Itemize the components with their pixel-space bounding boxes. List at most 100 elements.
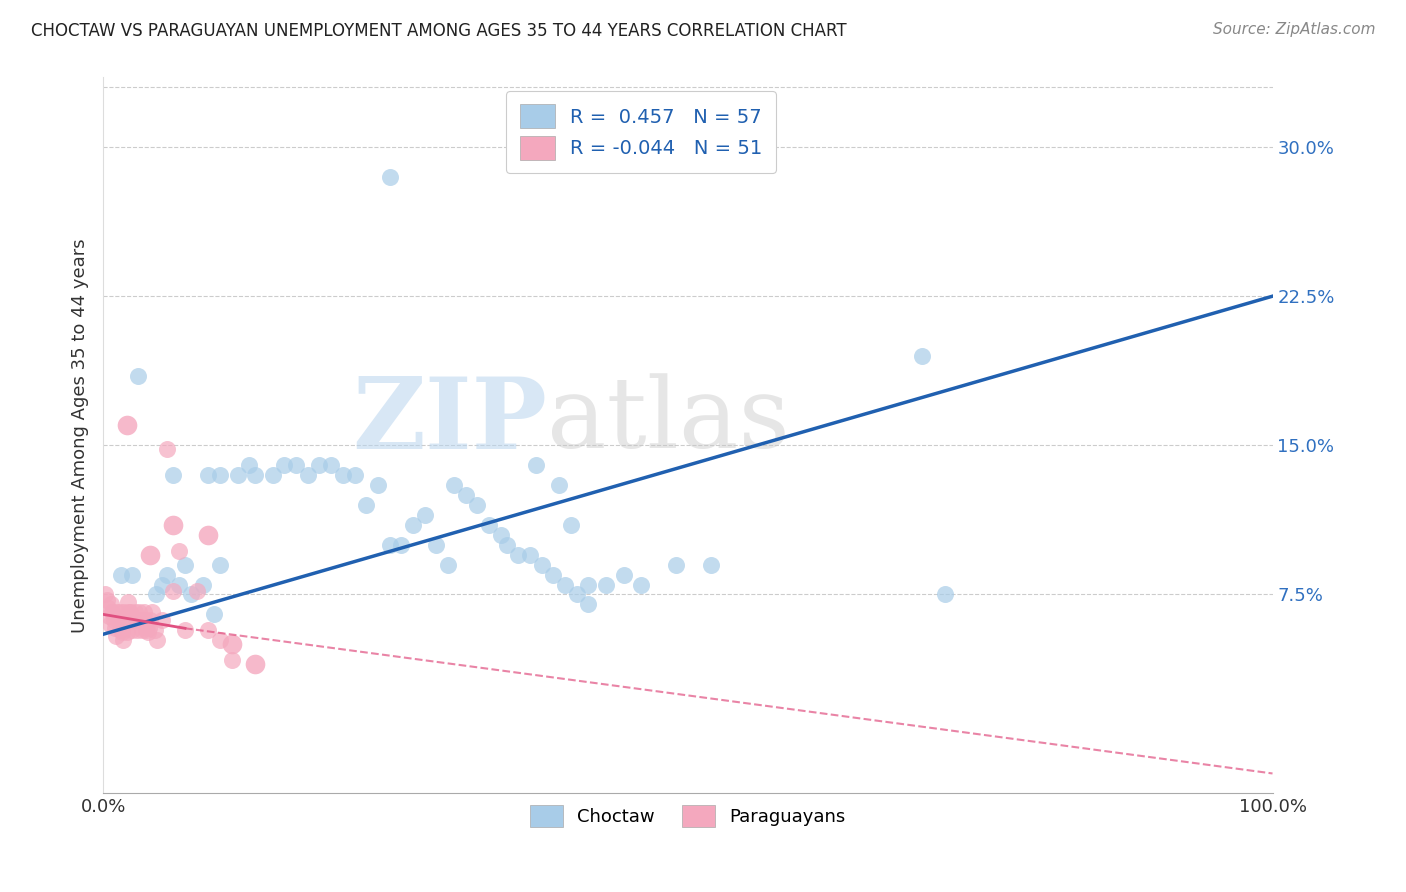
Point — [127, 368, 149, 383]
Text: CHOCTAW VS PARAGUAYAN UNEMPLOYMENT AMONG AGES 35 TO 44 YEARS CORRELATION CHART: CHOCTAW VS PARAGUAYAN UNEMPLOYMENT AMONG… — [31, 22, 846, 40]
Point — [135, 624, 157, 638]
Point — [162, 468, 184, 483]
Point — [243, 468, 266, 483]
Point — [162, 583, 184, 598]
Point — [378, 538, 401, 552]
Point — [105, 606, 128, 620]
Point — [508, 548, 530, 562]
Point — [285, 458, 308, 473]
Point — [174, 558, 197, 572]
Point — [104, 629, 127, 643]
Point — [489, 528, 512, 542]
Point — [143, 624, 166, 638]
Point — [107, 613, 129, 627]
Point — [560, 517, 582, 532]
Point — [150, 613, 173, 627]
Point — [103, 613, 125, 627]
Point — [108, 606, 131, 620]
Point — [100, 598, 122, 612]
Point — [96, 593, 118, 607]
Point — [465, 498, 488, 512]
Point — [167, 577, 190, 591]
Point — [700, 558, 723, 572]
Point — [197, 528, 219, 542]
Point — [121, 567, 143, 582]
Point — [146, 633, 169, 648]
Point — [209, 468, 232, 483]
Point — [595, 577, 617, 591]
Point — [197, 624, 219, 638]
Point — [150, 577, 173, 591]
Point — [530, 558, 553, 572]
Point — [402, 517, 425, 532]
Point — [413, 508, 436, 522]
Point — [554, 577, 576, 591]
Point — [97, 601, 120, 615]
Point — [162, 517, 184, 532]
Point — [94, 587, 117, 601]
Text: atlas: atlas — [547, 373, 790, 469]
Point — [120, 613, 142, 627]
Point — [612, 567, 634, 582]
Point — [565, 587, 588, 601]
Point — [548, 478, 571, 492]
Point — [156, 442, 179, 457]
Point — [98, 609, 121, 624]
Point — [186, 583, 208, 598]
Point — [112, 606, 135, 620]
Point — [121, 624, 143, 638]
Point — [524, 458, 547, 473]
Point — [543, 567, 565, 582]
Point — [437, 558, 460, 572]
Point — [132, 613, 155, 627]
Point — [934, 587, 956, 601]
Point — [911, 349, 934, 363]
Point — [128, 606, 150, 620]
Point — [578, 598, 600, 612]
Point — [321, 458, 343, 473]
Point — [111, 625, 134, 640]
Point — [125, 624, 148, 638]
Point — [131, 624, 153, 638]
Point — [209, 633, 232, 648]
Point — [104, 621, 127, 635]
Point — [389, 538, 412, 552]
Point — [110, 567, 132, 582]
Point — [354, 498, 377, 512]
Point — [134, 613, 156, 627]
Point — [115, 625, 138, 640]
Point — [156, 567, 179, 582]
Point — [630, 577, 652, 591]
Point — [221, 637, 243, 651]
Point — [141, 606, 163, 620]
Point — [226, 468, 249, 483]
Point — [243, 657, 266, 671]
Point — [101, 606, 124, 620]
Point — [578, 577, 600, 591]
Point — [139, 613, 162, 627]
Point — [221, 653, 243, 667]
Point — [425, 538, 447, 552]
Point — [127, 613, 149, 627]
Point — [262, 468, 284, 483]
Text: ZIP: ZIP — [353, 373, 547, 469]
Point — [273, 458, 295, 473]
Text: Source: ZipAtlas.com: Source: ZipAtlas.com — [1212, 22, 1375, 37]
Point — [495, 538, 517, 552]
Point — [110, 624, 132, 638]
Point — [115, 418, 138, 433]
Legend: Choctaw, Paraguayans: Choctaw, Paraguayans — [523, 798, 852, 834]
Point — [332, 468, 354, 483]
Point — [122, 613, 145, 627]
Point — [665, 558, 688, 572]
Point — [308, 458, 330, 473]
Point — [118, 606, 141, 620]
Point — [478, 517, 501, 532]
Point — [297, 468, 319, 483]
Point — [118, 606, 141, 620]
Point — [98, 617, 121, 632]
Point — [180, 587, 202, 601]
Point — [209, 558, 232, 572]
Point — [136, 625, 159, 640]
Point — [202, 607, 225, 622]
